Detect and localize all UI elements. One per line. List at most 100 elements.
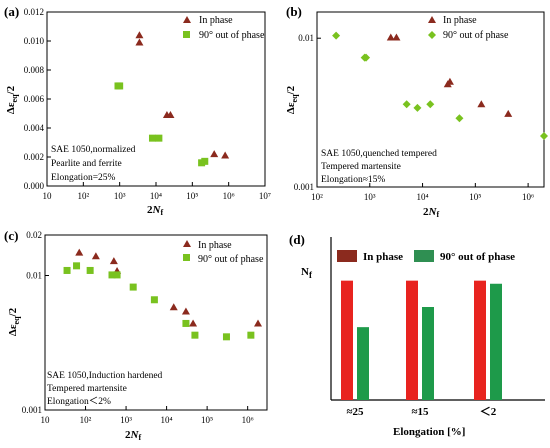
annotation-line-2: Tempered martensite xyxy=(321,162,401,172)
in-phase-point xyxy=(135,31,144,39)
panel-c-ticks: 10 10² 10³ 10⁴ 10⁵ 10⁶ 0.001 0.01 0.02 xyxy=(22,230,254,425)
panel-a-ticks: 10 10² 10³ 10⁴ 10⁵ 10⁶ 10⁷ 0.000 0.002 0.004 0.006… xyxy=(24,7,271,201)
legend-in-phase-swatch xyxy=(337,250,357,262)
x-tick-label: 10⁴ xyxy=(416,192,428,202)
out-of-phase-point xyxy=(247,331,255,339)
y-tick-label: 0.008 xyxy=(24,65,45,75)
panel-a-ylabel: Δεeq/2 xyxy=(5,85,19,114)
annotation-line-3: Elongation＜2% xyxy=(47,397,111,407)
y-tick-label: 0.02 xyxy=(26,230,42,240)
in-phase-point xyxy=(254,319,263,327)
out-of-phase-point xyxy=(155,134,163,142)
panel-a: (a) 10 10² 10³ 10⁴ 10⁵ 10⁶ 10⁷ 0.000 0.002 0.004 0… xyxy=(4,4,271,217)
annotation-line-1: SAE 1050,quenched tempered xyxy=(321,149,437,159)
in-phase-bar xyxy=(406,280,418,400)
out-of-phase-point xyxy=(413,103,422,112)
x-tick-label: 10³ xyxy=(114,191,126,201)
panel-a-marks xyxy=(114,31,230,167)
x-tick-label: 10⁴ xyxy=(150,191,162,201)
out-of-phase-bar xyxy=(357,327,369,400)
x-tick-label: 10⁶ xyxy=(223,191,235,201)
out-of-phase-point xyxy=(191,331,199,339)
panel-c-ylabel: Δεeq/2 xyxy=(7,307,21,336)
x-tick-label: 10 xyxy=(43,191,53,201)
y-tick-label: 0.010 xyxy=(24,36,45,46)
panel-b-ylabel: Δεeq/2 xyxy=(285,85,299,114)
panel-d-ylabel: Nf xyxy=(301,266,313,280)
y-tick-label: 0.012 xyxy=(24,7,44,17)
panel-d-label: (d) xyxy=(289,232,305,247)
legend-out-of-phase-label: 90° out of phase xyxy=(440,251,515,263)
svg-text:Δεeq/2: Δεeq/2 xyxy=(5,85,19,114)
x-tick-label: 10³ xyxy=(364,192,376,202)
legend-out-of-phase-swatch xyxy=(414,250,434,262)
out-of-phase-point xyxy=(150,296,158,304)
out-of-phase-point xyxy=(426,100,435,109)
annotation-line-1: SAE 1050,normalized xyxy=(51,145,136,155)
in-phase-bar xyxy=(474,280,486,400)
category-label: ＜2 xyxy=(480,406,497,418)
out-of-phase-bar xyxy=(490,283,502,400)
category-label: ≈25 xyxy=(346,406,364,418)
annotation-line-3: Elongation=25% xyxy=(51,173,116,183)
out-of-phase-point xyxy=(402,100,411,109)
panel-c-xlabel: 2Nf xyxy=(125,429,141,442)
category-label: ≈15 xyxy=(411,406,429,418)
x-tick-label: 10² xyxy=(311,192,323,202)
panel-c: (c) 10 10² 10³ 10⁴ 10⁵ 10⁶ 0.001 0.01 0.02 In ph… xyxy=(4,228,268,442)
x-tick-label: 10⁶ xyxy=(522,192,534,202)
y-tick-label: 0.000 xyxy=(24,181,45,191)
panel-b-plot-frame xyxy=(316,11,545,188)
in-phase-point xyxy=(166,110,175,118)
in-phase-point xyxy=(210,150,219,158)
panel-b-xlabel: 2Nf xyxy=(423,206,439,219)
panel-d-bars xyxy=(341,280,502,400)
x-tick-label: 10⁵ xyxy=(469,192,481,202)
x-tick-label: 10 xyxy=(41,415,51,425)
x-tick-label: 10⁶ xyxy=(242,415,254,425)
y-tick-label: 0.01 xyxy=(298,33,314,43)
legend-in-phase-marker xyxy=(183,240,191,247)
legend-in-phase-label: In phase xyxy=(198,240,232,251)
panel-b-annotation: SAE 1050,quenched tempered Tempered mart… xyxy=(321,149,437,185)
panel-c-annotation: SAE 1050,Induction hardened Tempered mar… xyxy=(47,371,163,407)
out-of-phase-point xyxy=(362,53,371,62)
x-tick-label: 10² xyxy=(80,415,92,425)
panel-b-label: (b) xyxy=(286,4,302,19)
out-of-phase-point xyxy=(113,271,121,279)
panel-a-legend: In phase 90° out of phase xyxy=(183,15,265,41)
out-of-phase-point xyxy=(182,319,190,327)
out-of-phase-point xyxy=(148,134,156,142)
legend-in-phase-marker xyxy=(428,16,436,23)
out-of-phase-point xyxy=(332,31,341,40)
panel-a-label: (a) xyxy=(4,4,19,19)
panel-b-ticks: 10² 10³ 10⁴ 10⁵ 10⁶ 0.001 0.01 xyxy=(294,33,534,202)
out-of-phase-bar xyxy=(422,307,434,400)
legend-in-phase-label: In phase xyxy=(443,15,477,26)
svg-text:Δεeq/2: Δεeq/2 xyxy=(285,85,299,114)
panel-c-marks xyxy=(63,248,263,341)
annotation-line-3: Elongation≈15% xyxy=(321,175,385,185)
in-phase-point xyxy=(169,303,178,311)
svg-text:Δεeq/2: Δεeq/2 xyxy=(7,307,21,336)
out-of-phase-point xyxy=(455,114,464,123)
y-tick-label: 0.01 xyxy=(26,270,42,280)
in-phase-point xyxy=(477,100,486,108)
in-phase-point xyxy=(75,248,84,256)
panel-c-plot-frame xyxy=(44,234,268,411)
annotation-line-2: Pearlite and ferrite xyxy=(51,158,122,169)
legend-out-of-phase-label: 90° out of phase xyxy=(443,30,509,41)
x-tick-label: 10² xyxy=(77,191,89,201)
x-tick-label: 10³ xyxy=(120,415,132,425)
in-phase-point xyxy=(181,307,190,315)
x-tick-label: 10⁵ xyxy=(201,415,213,425)
in-phase-point xyxy=(189,319,198,327)
y-tick-label: 0.006 xyxy=(24,94,45,104)
out-of-phase-point xyxy=(129,283,137,291)
out-of-phase-point xyxy=(86,266,94,274)
y-tick-label: 0.004 xyxy=(24,123,45,133)
legend-out-of-phase-marker xyxy=(428,31,436,39)
in-phase-point xyxy=(386,33,395,41)
legend-in-phase-label: In phase xyxy=(199,15,233,26)
in-phase-point xyxy=(91,252,100,260)
